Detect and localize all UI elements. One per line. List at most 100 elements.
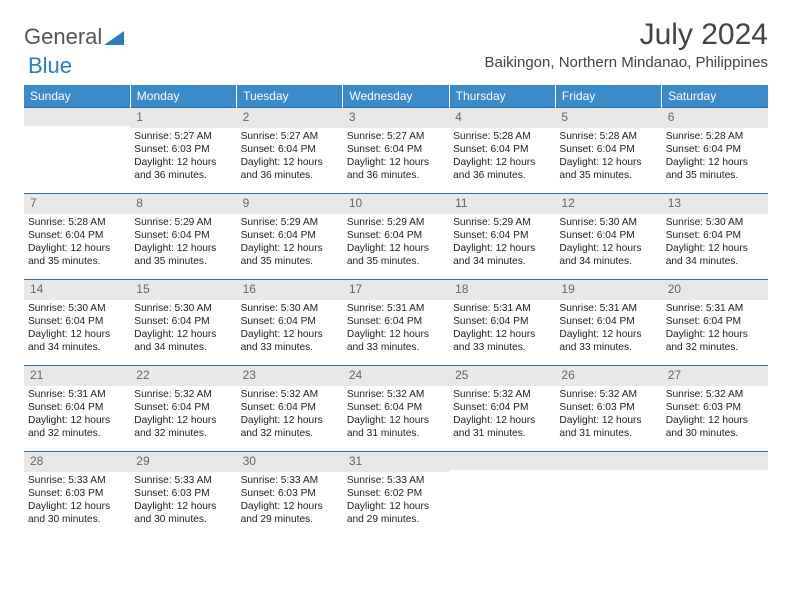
brand-triangle-icon (104, 29, 124, 45)
location-text: Baikingon, Northern Mindanao, Philippine… (484, 54, 768, 71)
calendar-day-cell: 24Sunrise: 5:32 AMSunset: 6:04 PMDayligh… (343, 366, 449, 452)
day-details: Sunrise: 5:28 AMSunset: 6:04 PMDaylight:… (662, 128, 768, 185)
day-number: 26 (555, 366, 661, 386)
calendar-day-cell: 25Sunrise: 5:32 AMSunset: 6:04 PMDayligh… (449, 366, 555, 452)
day-details: Sunrise: 5:30 AMSunset: 6:04 PMDaylight:… (24, 300, 130, 357)
weekday-header: Wednesday (343, 85, 449, 108)
calendar-day-cell: 2Sunrise: 5:27 AMSunset: 6:04 PMDaylight… (237, 108, 343, 194)
day-details: Sunrise: 5:31 AMSunset: 6:04 PMDaylight:… (24, 386, 130, 443)
calendar-day-cell: 15Sunrise: 5:30 AMSunset: 6:04 PMDayligh… (130, 280, 236, 366)
day-number (662, 452, 768, 470)
day-number: 25 (449, 366, 555, 386)
calendar-day-cell: 22Sunrise: 5:32 AMSunset: 6:04 PMDayligh… (130, 366, 236, 452)
brand-logo: General (24, 24, 124, 50)
calendar-day-cell: 31Sunrise: 5:33 AMSunset: 6:02 PMDayligh… (343, 452, 449, 538)
day-details: Sunrise: 5:33 AMSunset: 6:03 PMDaylight:… (24, 472, 130, 529)
calendar-day-cell (449, 452, 555, 538)
day-details: Sunrise: 5:33 AMSunset: 6:02 PMDaylight:… (343, 472, 449, 529)
calendar-day-cell: 12Sunrise: 5:30 AMSunset: 6:04 PMDayligh… (555, 194, 661, 280)
day-details: Sunrise: 5:31 AMSunset: 6:04 PMDaylight:… (449, 300, 555, 357)
day-details: Sunrise: 5:32 AMSunset: 6:04 PMDaylight:… (343, 386, 449, 443)
day-details: Sunrise: 5:31 AMSunset: 6:04 PMDaylight:… (662, 300, 768, 357)
day-details: Sunrise: 5:29 AMSunset: 6:04 PMDaylight:… (343, 214, 449, 271)
calendar-day-cell: 16Sunrise: 5:30 AMSunset: 6:04 PMDayligh… (237, 280, 343, 366)
day-number: 28 (24, 452, 130, 472)
day-details: Sunrise: 5:28 AMSunset: 6:04 PMDaylight:… (24, 214, 130, 271)
day-number (24, 108, 130, 126)
calendar-body: 1Sunrise: 5:27 AMSunset: 6:03 PMDaylight… (24, 108, 768, 538)
calendar-day-cell: 10Sunrise: 5:29 AMSunset: 6:04 PMDayligh… (343, 194, 449, 280)
calendar-day-cell (24, 108, 130, 194)
weekday-header: Monday (130, 85, 236, 108)
day-details: Sunrise: 5:33 AMSunset: 6:03 PMDaylight:… (237, 472, 343, 529)
day-details: Sunrise: 5:30 AMSunset: 6:04 PMDaylight:… (130, 300, 236, 357)
day-number: 16 (237, 280, 343, 300)
day-number: 14 (24, 280, 130, 300)
calendar-day-cell: 1Sunrise: 5:27 AMSunset: 6:03 PMDaylight… (130, 108, 236, 194)
calendar-day-cell (555, 452, 661, 538)
day-details: Sunrise: 5:32 AMSunset: 6:03 PMDaylight:… (555, 386, 661, 443)
calendar-week-row: 21Sunrise: 5:31 AMSunset: 6:04 PMDayligh… (24, 366, 768, 452)
day-number: 7 (24, 194, 130, 214)
day-number: 24 (343, 366, 449, 386)
calendar-day-cell: 23Sunrise: 5:32 AMSunset: 6:04 PMDayligh… (237, 366, 343, 452)
day-details: Sunrise: 5:29 AMSunset: 6:04 PMDaylight:… (237, 214, 343, 271)
day-number (449, 452, 555, 470)
calendar-day-cell: 8Sunrise: 5:29 AMSunset: 6:04 PMDaylight… (130, 194, 236, 280)
month-title: July 2024 (484, 18, 768, 52)
day-details: Sunrise: 5:33 AMSunset: 6:03 PMDaylight:… (130, 472, 236, 529)
day-details: Sunrise: 5:31 AMSunset: 6:04 PMDaylight:… (343, 300, 449, 357)
day-number: 15 (130, 280, 236, 300)
brand-part1: General (24, 24, 102, 50)
day-details: Sunrise: 5:32 AMSunset: 6:04 PMDaylight:… (130, 386, 236, 443)
calendar-day-cell: 19Sunrise: 5:31 AMSunset: 6:04 PMDayligh… (555, 280, 661, 366)
day-number: 5 (555, 108, 661, 128)
day-number: 6 (662, 108, 768, 128)
day-number: 3 (343, 108, 449, 128)
day-number: 8 (130, 194, 236, 214)
day-details: Sunrise: 5:28 AMSunset: 6:04 PMDaylight:… (449, 128, 555, 185)
calendar-day-cell: 18Sunrise: 5:31 AMSunset: 6:04 PMDayligh… (449, 280, 555, 366)
calendar-table: SundayMondayTuesdayWednesdayThursdayFrid… (24, 85, 768, 538)
calendar-day-cell: 29Sunrise: 5:33 AMSunset: 6:03 PMDayligh… (130, 452, 236, 538)
day-number: 10 (343, 194, 449, 214)
day-number: 29 (130, 452, 236, 472)
calendar-day-cell: 14Sunrise: 5:30 AMSunset: 6:04 PMDayligh… (24, 280, 130, 366)
calendar-page: General July 2024 Baikingon, Northern Mi… (0, 0, 792, 556)
calendar-day-cell: 3Sunrise: 5:27 AMSunset: 6:04 PMDaylight… (343, 108, 449, 194)
title-block: July 2024 Baikingon, Northern Mindanao, … (484, 18, 768, 71)
day-number: 23 (237, 366, 343, 386)
calendar-day-cell (662, 452, 768, 538)
day-number: 18 (449, 280, 555, 300)
day-number: 21 (24, 366, 130, 386)
day-number: 19 (555, 280, 661, 300)
calendar-week-row: 1Sunrise: 5:27 AMSunset: 6:03 PMDaylight… (24, 108, 768, 194)
day-details: Sunrise: 5:27 AMSunset: 6:04 PMDaylight:… (237, 128, 343, 185)
calendar-day-cell: 4Sunrise: 5:28 AMSunset: 6:04 PMDaylight… (449, 108, 555, 194)
day-details: Sunrise: 5:28 AMSunset: 6:04 PMDaylight:… (555, 128, 661, 185)
weekday-header: Tuesday (237, 85, 343, 108)
day-number: 20 (662, 280, 768, 300)
day-details: Sunrise: 5:30 AMSunset: 6:04 PMDaylight:… (555, 214, 661, 271)
calendar-day-cell: 27Sunrise: 5:32 AMSunset: 6:03 PMDayligh… (662, 366, 768, 452)
brand-part2: Blue (28, 53, 72, 78)
day-details: Sunrise: 5:32 AMSunset: 6:03 PMDaylight:… (662, 386, 768, 443)
calendar-day-cell: 21Sunrise: 5:31 AMSunset: 6:04 PMDayligh… (24, 366, 130, 452)
day-number: 31 (343, 452, 449, 472)
day-number: 30 (237, 452, 343, 472)
day-number: 12 (555, 194, 661, 214)
day-number: 13 (662, 194, 768, 214)
calendar-day-cell: 26Sunrise: 5:32 AMSunset: 6:03 PMDayligh… (555, 366, 661, 452)
calendar-week-row: 7Sunrise: 5:28 AMSunset: 6:04 PMDaylight… (24, 194, 768, 280)
calendar-day-cell: 11Sunrise: 5:29 AMSunset: 6:04 PMDayligh… (449, 194, 555, 280)
day-number: 1 (130, 108, 236, 128)
day-details: Sunrise: 5:29 AMSunset: 6:04 PMDaylight:… (449, 214, 555, 271)
calendar-week-row: 28Sunrise: 5:33 AMSunset: 6:03 PMDayligh… (24, 452, 768, 538)
day-details: Sunrise: 5:31 AMSunset: 6:04 PMDaylight:… (555, 300, 661, 357)
day-details: Sunrise: 5:29 AMSunset: 6:04 PMDaylight:… (130, 214, 236, 271)
day-details: Sunrise: 5:32 AMSunset: 6:04 PMDaylight:… (449, 386, 555, 443)
calendar-header-row: SundayMondayTuesdayWednesdayThursdayFrid… (24, 85, 768, 108)
calendar-day-cell: 5Sunrise: 5:28 AMSunset: 6:04 PMDaylight… (555, 108, 661, 194)
day-details: Sunrise: 5:30 AMSunset: 6:04 PMDaylight:… (237, 300, 343, 357)
calendar-day-cell: 30Sunrise: 5:33 AMSunset: 6:03 PMDayligh… (237, 452, 343, 538)
